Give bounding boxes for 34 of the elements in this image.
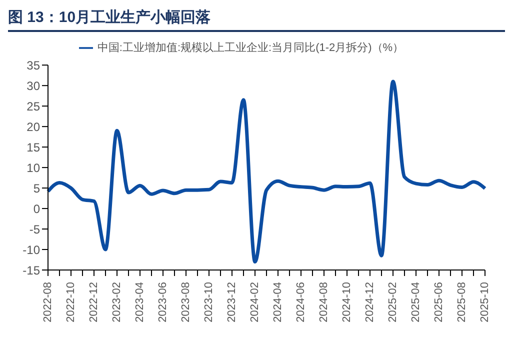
- x-tick-label: 2025-08: [456, 282, 468, 322]
- y-tick-label: 5: [33, 181, 40, 196]
- x-tick-label: 2023-04: [134, 282, 146, 322]
- x-tick-label: 2022-10: [65, 282, 77, 322]
- x-tick-label: 2023-08: [180, 282, 192, 322]
- y-tick-label: -15: [22, 263, 40, 278]
- y-tick-label: 0: [33, 202, 40, 216]
- x-tick-label: 2024-06: [295, 282, 307, 322]
- x-tick-label: 2025-02: [387, 282, 399, 322]
- y-tick-label: 25: [26, 99, 40, 114]
- y-tick-label: 20: [26, 120, 40, 134]
- y-tick-label: 30: [26, 78, 40, 93]
- x-tick-label: 2024-10: [341, 282, 353, 322]
- x-tick-label: 2022-12: [88, 282, 100, 322]
- y-tick-label: -5: [29, 222, 40, 236]
- x-tick-label: 2025-06: [433, 282, 445, 322]
- x-tick-label: 2024-08: [318, 282, 330, 322]
- x-tick-label: 2025-10: [479, 282, 491, 322]
- x-tick-label: 2024-04: [272, 282, 284, 322]
- x-tick-label: 2023-12: [226, 282, 238, 322]
- x-tick-label: 2023-06: [157, 282, 169, 322]
- legend-label: 中国:工业增加值:规模以上工业企业:当月同比(1-2月拆分)（%）: [97, 42, 404, 54]
- x-tick-label: 2025-04: [410, 282, 422, 322]
- x-tick-label: 2023-10: [203, 282, 215, 322]
- x-tick-label: 2022-08: [42, 282, 54, 322]
- y-tick-label: 35: [26, 58, 40, 72]
- line-series: [46, 80, 487, 264]
- y-tick-label: -10: [22, 242, 40, 257]
- y-tick-label: 15: [26, 140, 40, 154]
- y-tick-label: 10: [26, 160, 40, 175]
- x-tick-label: 2024-12: [364, 282, 376, 322]
- chart-title: 图 13：10月工业生产小幅回落: [8, 8, 505, 32]
- x-tick-label: 2024-02: [249, 282, 261, 322]
- x-tick-label: 2023-02: [111, 282, 123, 322]
